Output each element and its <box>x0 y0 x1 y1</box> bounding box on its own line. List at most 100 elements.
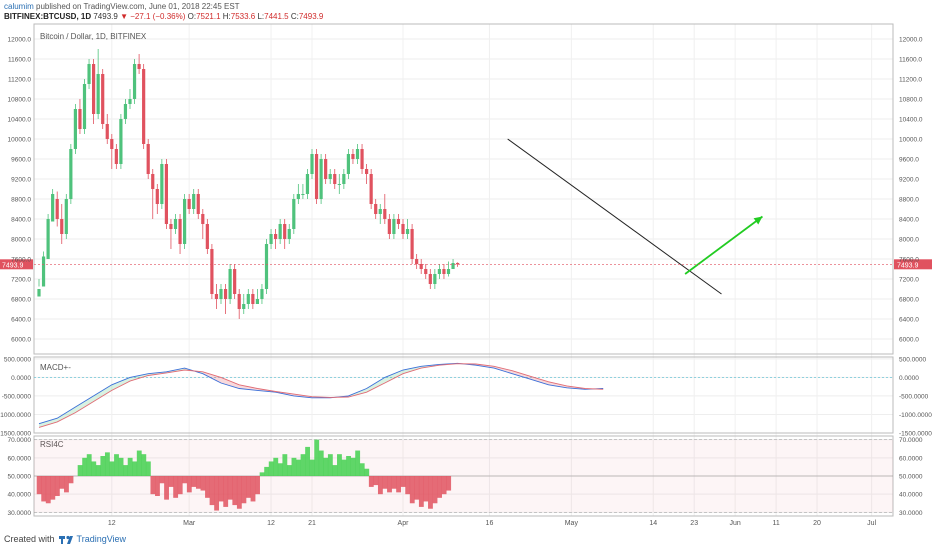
candle-body[interactable] <box>365 169 369 174</box>
candle-body[interactable] <box>355 149 360 159</box>
candle-body[interactable] <box>187 199 191 209</box>
candle-body[interactable] <box>169 224 173 229</box>
candle-body[interactable] <box>342 174 346 184</box>
candle-body[interactable] <box>155 189 159 204</box>
candle-body[interactable] <box>287 229 291 239</box>
candle-body[interactable] <box>128 99 132 104</box>
candle-body[interactable] <box>183 199 187 244</box>
candle-body[interactable] <box>210 249 214 294</box>
candle-body[interactable] <box>110 139 114 149</box>
candle-body[interactable] <box>383 209 387 219</box>
candle-body[interactable] <box>419 264 423 269</box>
candle-body[interactable] <box>101 74 105 124</box>
candle-body[interactable] <box>310 154 314 174</box>
signal-line[interactable] <box>38 363 604 428</box>
candle-body[interactable] <box>205 224 209 249</box>
trendline[interactable] <box>507 138 722 295</box>
candle-body[interactable] <box>105 124 109 139</box>
candle-body[interactable] <box>223 289 228 299</box>
candle-body[interactable] <box>178 219 182 244</box>
candle-body[interactable] <box>41 256 46 287</box>
candle-body[interactable] <box>219 289 223 299</box>
candle-body[interactable] <box>424 269 428 274</box>
candle-body[interactable] <box>255 299 259 304</box>
candle-body[interactable] <box>251 294 255 304</box>
candle-body[interactable] <box>164 164 168 224</box>
candle-body[interactable] <box>137 64 141 69</box>
candle-body[interactable] <box>387 219 391 234</box>
candle-body[interactable] <box>456 262 460 265</box>
candle-body[interactable] <box>60 219 64 234</box>
candle-body[interactable] <box>214 294 219 299</box>
candle-body[interactable] <box>346 154 350 174</box>
candle-body[interactable] <box>442 269 446 274</box>
candle-body[interactable] <box>446 269 451 274</box>
candle-body[interactable] <box>51 194 55 222</box>
candle-body[interactable] <box>314 154 319 199</box>
candle-body[interactable] <box>228 269 232 299</box>
candle-body[interactable] <box>292 199 296 229</box>
candle-body[interactable] <box>142 69 146 144</box>
candle-body[interactable] <box>369 174 373 204</box>
candle-body[interactable] <box>64 199 68 234</box>
candle-body[interactable] <box>360 149 364 169</box>
candle-body[interactable] <box>269 234 273 244</box>
candle-body[interactable] <box>151 174 155 189</box>
tradingview-link[interactable]: TradingView <box>76 534 127 544</box>
candle-body[interactable] <box>87 64 91 84</box>
candle-body[interactable] <box>351 154 355 159</box>
candle-body[interactable] <box>278 224 282 239</box>
candle-body[interactable] <box>146 144 150 174</box>
candle-body[interactable] <box>160 164 164 204</box>
author-link[interactable]: calumim <box>4 2 34 11</box>
candle-body[interactable] <box>401 224 405 234</box>
candle-body[interactable] <box>173 219 178 229</box>
candle-body[interactable] <box>319 159 323 199</box>
candle-body[interactable] <box>114 149 118 164</box>
candle-body[interactable] <box>201 214 205 224</box>
candle-body[interactable] <box>396 219 401 224</box>
candle-body[interactable] <box>274 234 278 239</box>
candle-body[interactable] <box>305 174 310 194</box>
candle-body[interactable] <box>437 269 441 274</box>
candle-body[interactable] <box>324 159 328 179</box>
candle-body[interactable] <box>328 174 332 179</box>
candle-body[interactable] <box>196 194 200 214</box>
candle-body[interactable] <box>123 104 128 119</box>
candle-body[interactable] <box>92 64 96 114</box>
macd-pane[interactable]: MACD+- <box>34 362 893 428</box>
candle-body[interactable] <box>296 194 300 199</box>
projection-arrow-line[interactable] <box>684 215 763 275</box>
candle-body[interactable] <box>69 149 73 199</box>
candle-body[interactable] <box>378 209 382 214</box>
rsi-pane[interactable]: RSI4C <box>34 439 893 513</box>
price-pane[interactable]: Bitcoin / Dollar, 1D, BITFINEX 7493.9 749… <box>0 32 932 319</box>
macd-line[interactable] <box>38 362 604 425</box>
candle-body[interactable] <box>96 74 100 114</box>
candle-body[interactable] <box>46 219 50 259</box>
candle-body[interactable] <box>260 289 264 299</box>
candle-body[interactable] <box>246 294 250 304</box>
candle-body[interactable] <box>78 109 82 129</box>
chart-area[interactable]: Bitcoin / Dollar, 1D, BITFINEX 7493.9 749… <box>0 0 932 534</box>
candle-body[interactable] <box>451 263 455 269</box>
candle-body[interactable] <box>119 119 123 164</box>
candle-body[interactable] <box>337 184 341 185</box>
candle-body[interactable] <box>410 229 414 259</box>
candle-body[interactable] <box>237 294 241 309</box>
candle-body[interactable] <box>73 109 77 149</box>
candle-body[interactable] <box>392 219 396 234</box>
candle-body[interactable] <box>242 304 246 309</box>
candle-body[interactable] <box>192 194 196 209</box>
candle-body[interactable] <box>428 274 432 284</box>
candle-body[interactable] <box>132 64 137 99</box>
candle-body[interactable] <box>333 174 337 184</box>
candle-body[interactable] <box>55 199 59 219</box>
candle-body[interactable] <box>233 269 237 294</box>
candle-body[interactable] <box>283 224 287 239</box>
candle-body[interactable] <box>82 84 87 129</box>
candle-body[interactable] <box>374 204 378 214</box>
candle-body[interactable] <box>37 289 41 297</box>
candle-body[interactable] <box>405 229 410 234</box>
candle-body[interactable] <box>433 274 437 284</box>
